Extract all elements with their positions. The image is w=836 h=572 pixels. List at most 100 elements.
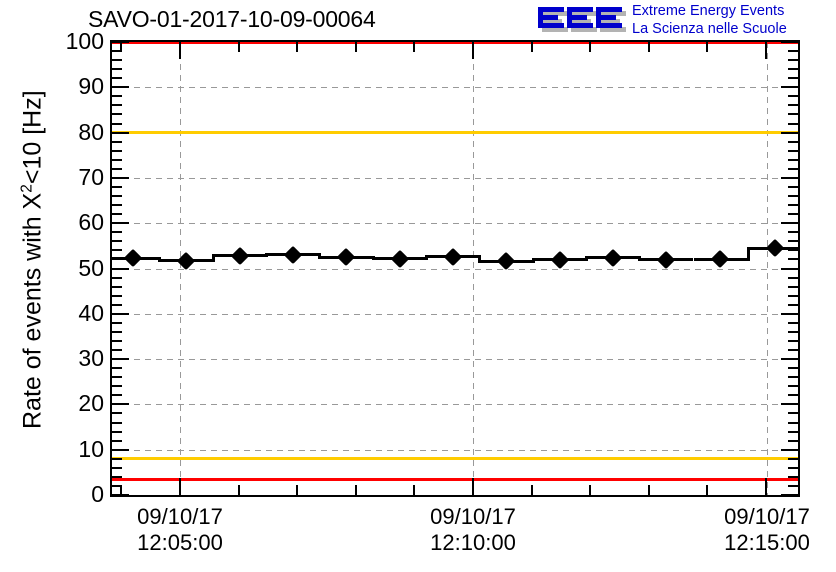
y-tick-right-minor	[788, 294, 798, 297]
y-tick-right-minor	[788, 475, 798, 478]
y-tick-right-minor	[788, 122, 798, 125]
threshold-line-upper-limit	[112, 42, 798, 44]
y-tick-minor	[112, 421, 122, 424]
x-tick-minor	[530, 485, 533, 495]
y-tick-minor	[112, 484, 122, 487]
y-tick-minor	[112, 59, 122, 62]
y-tick-minor	[112, 303, 122, 306]
data-connector	[158, 256, 161, 263]
y-tick-minor	[112, 95, 122, 98]
y-tick-minor	[112, 50, 122, 53]
x-tick-top-minor	[237, 42, 240, 52]
y-tick-minor	[112, 240, 122, 243]
y-tick-minor	[112, 285, 122, 288]
y-tick-major	[112, 176, 129, 179]
data-connector	[212, 254, 215, 263]
x-tick-minor	[647, 485, 650, 495]
x-tick-minor	[296, 485, 299, 495]
y-tick-label: 60	[78, 209, 104, 236]
y-tick-right-major	[781, 222, 798, 225]
y-tick-minor	[112, 149, 122, 152]
data-point-marker	[765, 238, 785, 258]
y-tick-right-minor	[788, 195, 798, 198]
y-tick-right-minor	[788, 158, 798, 161]
y-tick-right-minor	[788, 303, 798, 306]
y-tick-minor	[112, 140, 122, 143]
y-tick-minor	[112, 294, 122, 297]
x-tick-major	[472, 478, 474, 495]
plot-canvas	[112, 42, 798, 495]
data-connector	[372, 255, 375, 261]
y-tick-right-minor	[788, 231, 798, 234]
y-tick-minor	[112, 104, 122, 107]
y-tick-right-minor	[788, 421, 798, 424]
y-tick-right-major	[781, 494, 798, 495]
y-tick-minor	[112, 412, 122, 415]
y-tick-label: 50	[78, 254, 104, 281]
y-tick-major	[112, 312, 129, 315]
gridline-horizontal	[112, 404, 798, 406]
y-tick-minor	[112, 77, 122, 80]
y-tick-label: 10	[78, 435, 104, 462]
y-tick-right-minor	[788, 457, 798, 460]
x-tick-label-time: 12:05:00	[137, 530, 223, 555]
y-tick-right-minor	[788, 484, 798, 487]
y-tick-minor	[112, 195, 122, 198]
gridline-horizontal	[112, 268, 798, 270]
gridline-vertical-2	[767, 42, 768, 495]
y-tick-minor	[112, 475, 122, 478]
y-tick-label: 70	[78, 163, 104, 190]
y-tick-right-minor	[788, 113, 798, 116]
x-tick-top-minor	[354, 42, 357, 52]
y-tick-minor	[112, 439, 122, 442]
data-connector	[585, 256, 588, 262]
y-tick-right-minor	[788, 430, 798, 433]
threshold-line-lower-warning	[112, 457, 798, 461]
y-tick-major	[112, 131, 129, 134]
y-tick-major	[112, 358, 129, 361]
x-tick-top-minor	[530, 42, 533, 52]
gridline-horizontal	[112, 449, 798, 451]
gridline-horizontal	[112, 87, 798, 89]
y-tick-label: 100	[65, 28, 104, 54]
data-point-marker	[710, 250, 730, 269]
y-tick-right-minor	[788, 394, 798, 397]
y-tick-right-minor	[788, 330, 798, 333]
gridline-horizontal	[112, 313, 798, 315]
y-tick-right-major	[781, 131, 798, 134]
x-tick-minor	[237, 485, 240, 495]
x-tick-label-date: 09/10/17	[724, 504, 810, 529]
y-tick-major	[112, 86, 129, 89]
threshold-line-lower-limit	[112, 477, 798, 481]
gridline-horizontal	[112, 223, 798, 225]
gridline-vertical-0	[180, 42, 181, 495]
x-tick-top-minor	[589, 42, 592, 52]
y-tick-right-minor	[788, 213, 798, 216]
y-tick-label: 80	[78, 118, 104, 145]
y-tick-right-major	[781, 403, 798, 406]
x-tick-minor	[413, 485, 416, 495]
y-tick-minor	[112, 321, 122, 324]
y-tick-minor	[112, 330, 122, 333]
x-tick-major	[765, 478, 767, 495]
data-connector	[532, 258, 535, 263]
y-tick-right-major	[781, 176, 798, 179]
x-tick-minor	[354, 485, 357, 495]
y-tick-label: 20	[78, 390, 104, 417]
y-tick-right-major	[781, 358, 798, 361]
data-connector	[638, 256, 641, 262]
y-tick-right-minor	[788, 439, 798, 442]
eee-logo-line-1: Extreme Energy Events	[632, 3, 785, 19]
eee-logo-line-2: La Scienza nelle Scuole	[632, 20, 787, 37]
y-tick-right-minor	[788, 68, 798, 71]
y-tick-minor	[112, 249, 122, 252]
y-tick-right-major	[781, 312, 798, 315]
eee-logo-mark-icon	[538, 7, 626, 32]
x-tick-top-minor	[120, 42, 123, 52]
data-point-marker	[603, 248, 623, 267]
data-point-marker	[230, 246, 250, 266]
y-tick-minor	[112, 385, 122, 388]
x-tick-label-time: 12:10:00	[430, 530, 516, 555]
y-tick-minor	[112, 231, 122, 234]
y-tick-right-minor	[788, 249, 798, 252]
